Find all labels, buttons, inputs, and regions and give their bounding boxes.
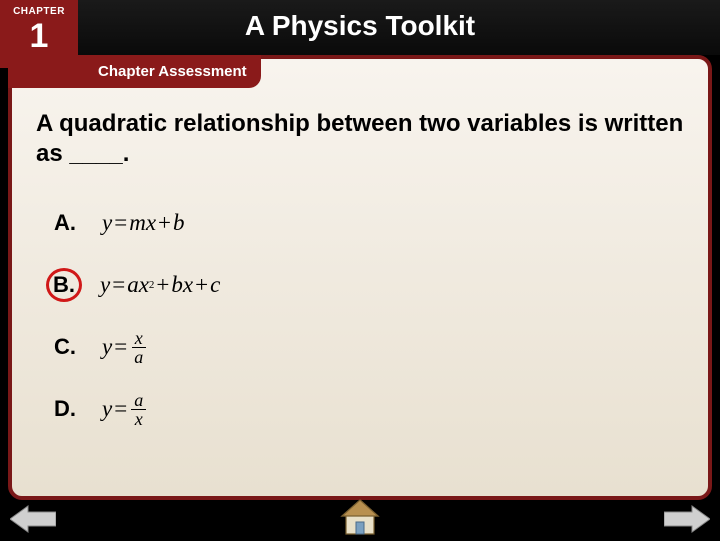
choices-list: A. y=mx+b B. y=ax2+bx+c C. y=xa D. y=ax — [46, 201, 684, 431]
prev-arrow[interactable] — [10, 504, 56, 534]
choice-letter: B. — [46, 268, 82, 302]
page-title: A Physics Toolkit — [0, 10, 720, 42]
main-panel: Chapter Assessment A quadratic relations… — [8, 55, 712, 500]
choice-letter: C. — [46, 332, 84, 362]
question-text: A quadratic relationship between two var… — [36, 109, 684, 169]
choice-letter: A. — [46, 208, 84, 238]
choice-row[interactable]: B. y=ax2+bx+c — [46, 263, 684, 307]
choice-row[interactable]: A. y=mx+b — [46, 201, 684, 245]
choice-formula: y=xa — [102, 329, 146, 366]
choice-letter: D. — [46, 394, 84, 424]
choice-formula: y=ax2+bx+c — [100, 272, 220, 298]
choice-row[interactable]: D. y=ax — [46, 387, 684, 431]
chapter-number: 1 — [0, 19, 78, 53]
chapter-label: CHAPTER — [0, 6, 78, 17]
chapter-tab: CHAPTER 1 — [0, 0, 78, 68]
choice-row[interactable]: C. y=xa — [46, 325, 684, 369]
next-arrow[interactable] — [664, 504, 710, 534]
choice-formula: y=mx+b — [102, 210, 185, 236]
choice-formula: y=ax — [102, 391, 146, 428]
home-icon[interactable] — [339, 498, 381, 536]
